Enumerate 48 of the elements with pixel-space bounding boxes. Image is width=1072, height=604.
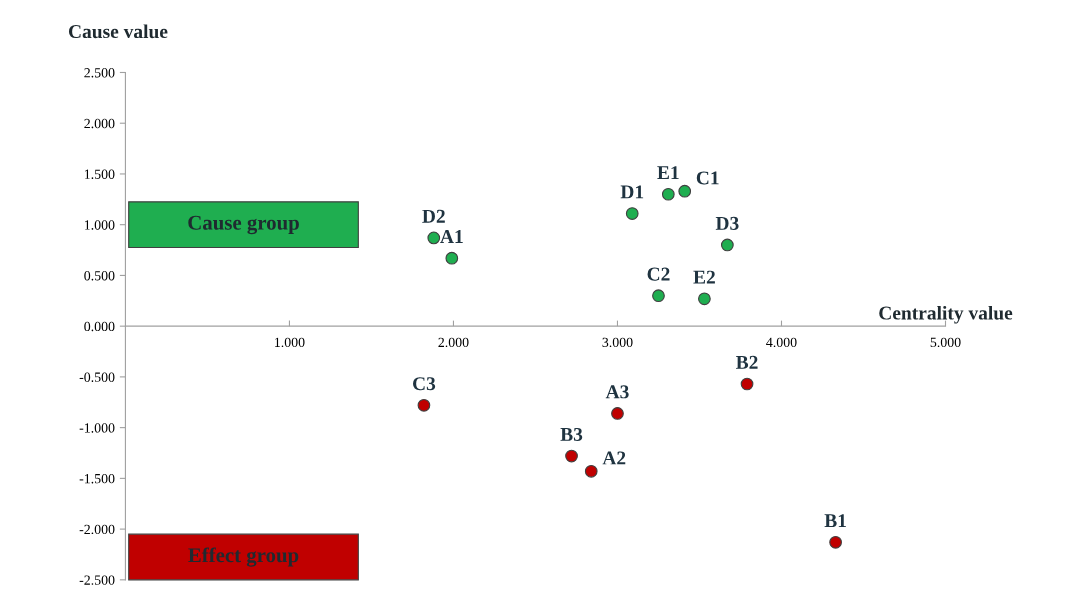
annotation: B3 xyxy=(560,427,583,441)
point xyxy=(445,251,459,265)
point xyxy=(584,464,598,478)
annotation: E2 xyxy=(693,270,715,284)
point xyxy=(625,207,639,220)
text: Cause group xyxy=(188,215,299,235)
annotation: B1 xyxy=(824,514,846,528)
point xyxy=(427,231,441,245)
text: Effect group xyxy=(188,547,299,567)
point xyxy=(829,535,842,549)
x-tick-label: 2.000 xyxy=(438,337,469,348)
y-tick-label: -2.500 xyxy=(79,575,115,585)
point xyxy=(678,184,692,198)
x-tick-label: 3.000 xyxy=(602,337,633,348)
y-tick-label: 1.500 xyxy=(84,169,115,179)
annotation: B2 xyxy=(736,355,758,369)
y-tick-label: -2.000 xyxy=(79,524,115,535)
point xyxy=(720,238,734,252)
annotation: A3 xyxy=(605,385,629,399)
point xyxy=(661,187,675,201)
y-tick-label: -1.000 xyxy=(79,423,115,433)
x-tick-label: 5.000 xyxy=(930,337,961,348)
y-tick-label: 1.000 xyxy=(84,220,115,230)
y-tick-label: 2.000 xyxy=(84,118,115,129)
x-tick-label: 4.000 xyxy=(766,337,797,348)
annotation: C1 xyxy=(696,171,719,185)
annotation: D2 xyxy=(422,209,445,223)
annotation: A1 xyxy=(440,230,463,243)
point xyxy=(740,377,754,391)
annotation: C3 xyxy=(413,377,436,391)
point xyxy=(565,449,578,463)
annotation: D3 xyxy=(715,216,739,230)
point xyxy=(698,292,711,306)
point xyxy=(611,407,624,420)
y-tick-label: -0.500 xyxy=(79,372,115,382)
y-axis-title: Cause value xyxy=(68,24,168,39)
x-axis-title: Centrality value xyxy=(879,305,1013,324)
x-tick-label: 1.000 xyxy=(275,337,305,348)
y-tick-label: 2.500 xyxy=(84,68,115,78)
y-tick-label: 0.000 xyxy=(84,321,115,332)
annotation: C2 xyxy=(647,267,670,281)
annotation: A2 xyxy=(602,451,626,465)
point xyxy=(652,289,665,303)
y-tick-label: 0.500 xyxy=(84,271,115,281)
y-tick-label: -1.500 xyxy=(79,473,115,484)
point xyxy=(417,398,431,412)
annotation: E1 xyxy=(657,166,679,179)
annotation: D1 xyxy=(620,185,644,199)
